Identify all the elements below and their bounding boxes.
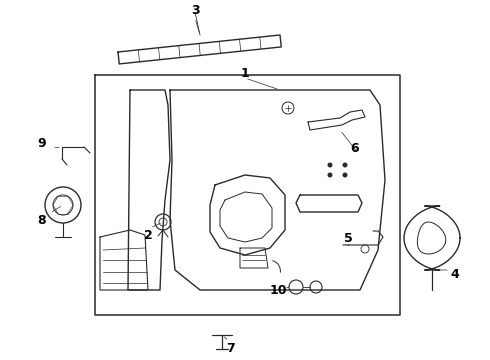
Circle shape xyxy=(327,172,333,177)
Text: 2: 2 xyxy=(144,229,152,242)
Text: 8: 8 xyxy=(38,213,47,226)
Text: 7: 7 xyxy=(225,342,234,355)
Text: 9: 9 xyxy=(38,136,47,149)
Text: 3: 3 xyxy=(191,4,199,17)
Circle shape xyxy=(327,162,333,167)
Circle shape xyxy=(343,172,347,177)
Text: 4: 4 xyxy=(451,269,460,282)
Circle shape xyxy=(343,162,347,167)
Text: 10: 10 xyxy=(269,284,287,297)
Text: 6: 6 xyxy=(351,141,359,154)
Text: 1: 1 xyxy=(241,67,249,80)
Text: 5: 5 xyxy=(343,231,352,244)
